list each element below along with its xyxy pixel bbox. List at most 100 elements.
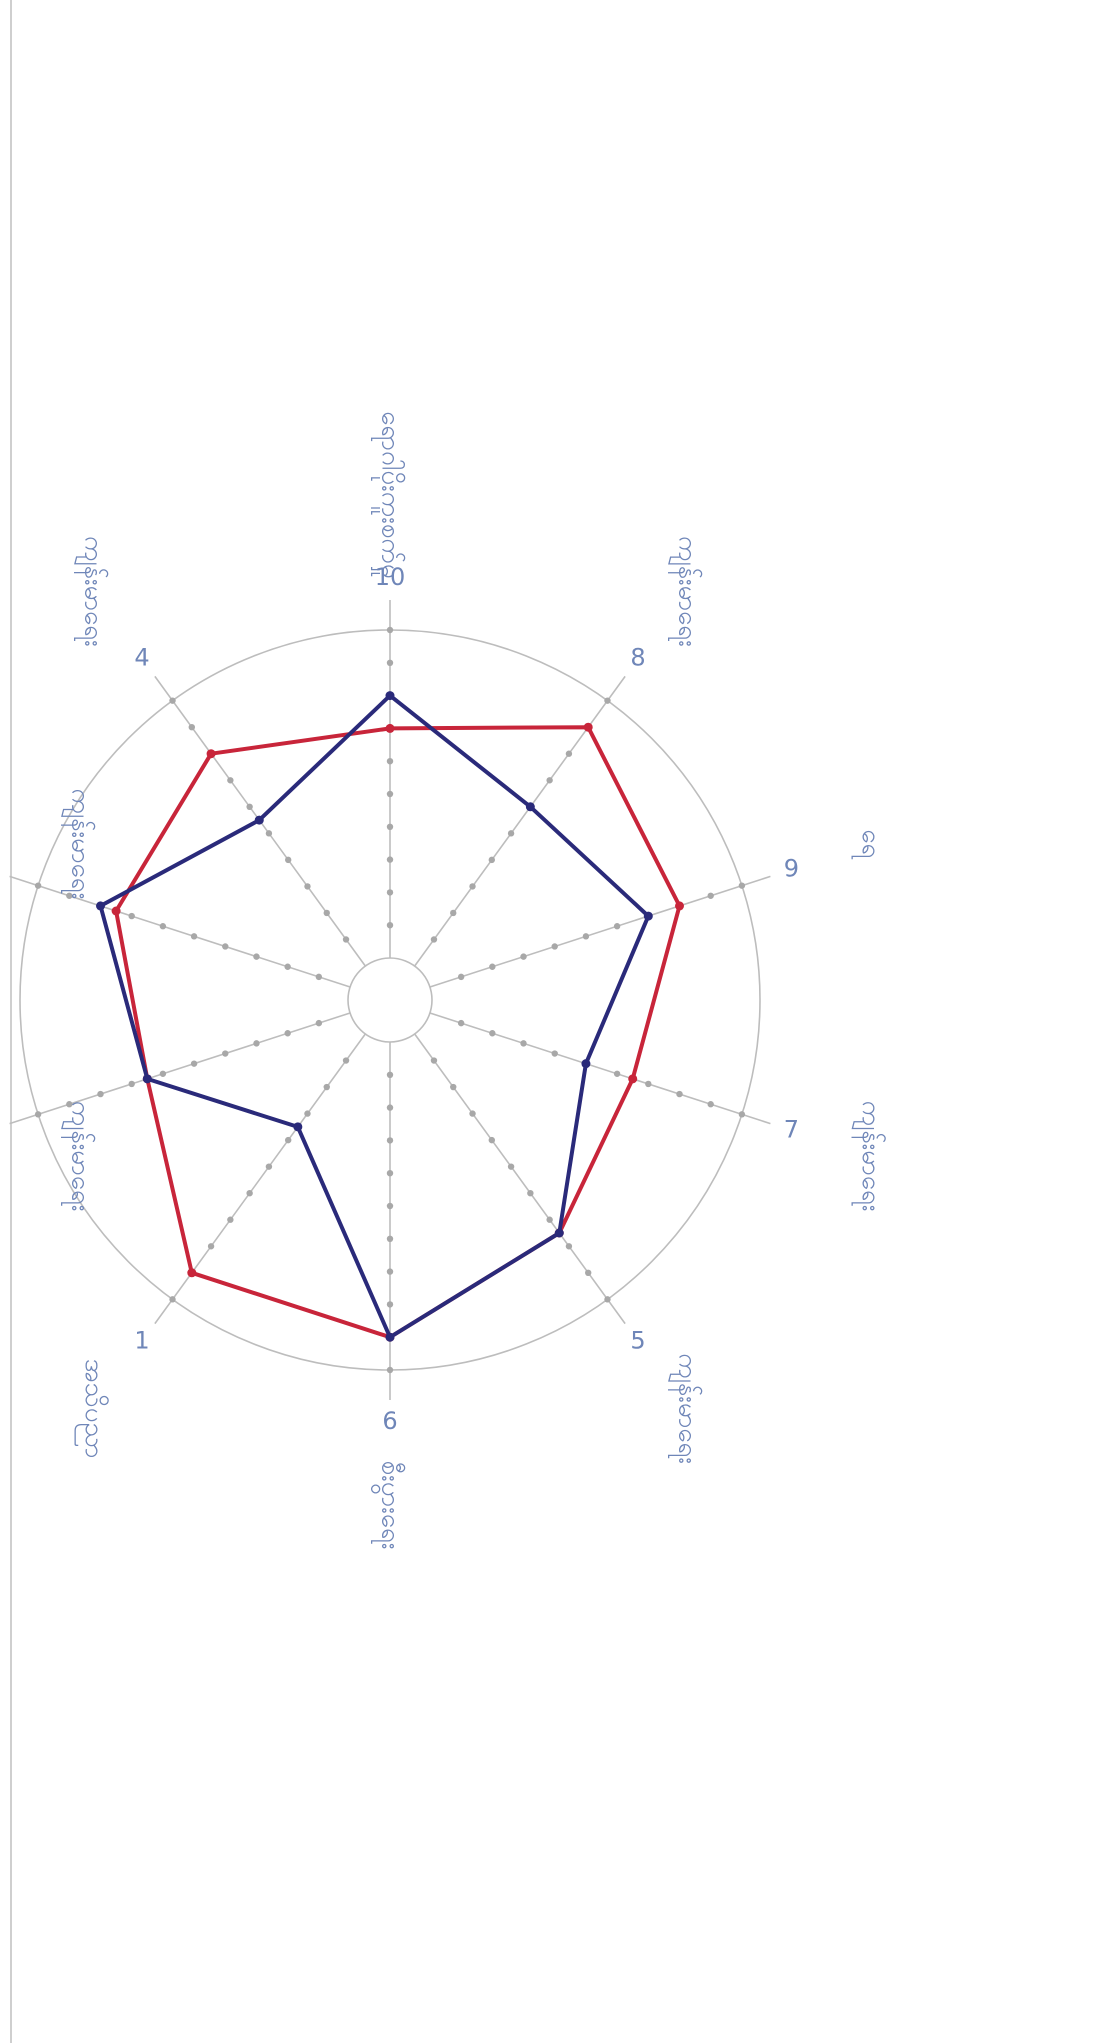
- radar-tick-dot: [565, 750, 573, 757]
- radar-tick-dot: [546, 777, 553, 784]
- radar-tick-dot: [253, 953, 260, 960]
- radar-tick-dot: [645, 1080, 652, 1088]
- radar-tick-dot: [207, 1243, 215, 1250]
- radar-tick-dot: [738, 882, 746, 889]
- radar-axis-line: [9, 1012, 351, 1125]
- radar-series-2-point: [95, 901, 105, 911]
- radar-tick-dot: [386, 922, 394, 929]
- radar-axis-labels: 10ရောဂါပိုးကူးစက်မှု 8 ကျန်းမာရေး 9 ရေ 7 ကျန်း…: [60, 411, 887, 1549]
- radar-tick-dot: [507, 1163, 515, 1170]
- radar-tick-dot: [323, 909, 330, 917]
- radar-tick-dot: [246, 1189, 253, 1197]
- radar-axis-label: အသိပညာ: [74, 1359, 110, 1459]
- radar-tick-dot: [604, 1296, 611, 1303]
- radar-series-1-point: [675, 901, 685, 911]
- radar-tick-dot: [159, 1070, 167, 1077]
- radar-tick-dot: [246, 803, 253, 811]
- radar-series-2-point: [554, 1228, 564, 1238]
- radar-series-1-point: [385, 723, 395, 733]
- radar-tick-dot: [457, 1019, 465, 1027]
- radar-tick-dot: [386, 1235, 394, 1243]
- radar-axis-label: ကျန်းမာရေး: [60, 788, 96, 899]
- radar-axis-number: 6: [382, 1407, 397, 1435]
- radar-series: [95, 691, 685, 1342]
- radar-tick-dot: [604, 697, 611, 704]
- radar-tick-dot: [386, 856, 394, 863]
- radar-tick-dot: [386, 1268, 394, 1275]
- radar-axis-number: 7: [784, 1115, 799, 1143]
- radar-tick-dot: [190, 1060, 198, 1067]
- radar-axis-line: [429, 875, 771, 988]
- radar-tick-dot: [457, 973, 465, 981]
- radar-tick-dot: [430, 936, 438, 943]
- radar-tick-dot: [613, 923, 621, 930]
- radar-series-1-point: [206, 749, 216, 759]
- radar-tick-dot: [488, 1136, 496, 1144]
- radar-tick-dot: [284, 1136, 292, 1144]
- radar-tick-dot: [342, 936, 350, 943]
- radar-axis-line: [9, 875, 351, 988]
- radar-tick-dot: [386, 889, 394, 896]
- radar-axis-number: 8: [630, 644, 645, 672]
- radar-tick-dot: [284, 1030, 291, 1037]
- radar-series-2-point: [581, 1059, 591, 1069]
- radar-tick-dot: [386, 1104, 394, 1111]
- radar-tick-dot: [520, 953, 527, 960]
- radar-tick-dot: [738, 1111, 746, 1118]
- radar-tick-dot: [527, 1189, 534, 1197]
- radar-tick-dot: [128, 1080, 135, 1088]
- radar-tick-dot: [707, 892, 714, 899]
- radar-tick-dot: [304, 883, 311, 890]
- radar-axis-number: 1: [134, 1326, 149, 1354]
- radar-series-2-point: [293, 1122, 303, 1132]
- page-margin-line: [10, 0, 12, 2043]
- radar-series-1-point: [111, 906, 121, 916]
- radar-tick-dot: [585, 1269, 592, 1277]
- radar-tick-dot: [97, 1090, 104, 1098]
- radar-axis-label: ကျန်းမာရေး: [61, 1101, 97, 1212]
- radar-tick-dot: [159, 923, 167, 930]
- radar-tick-dot: [386, 1170, 394, 1177]
- radar-tick-dot: [469, 1110, 476, 1117]
- radar-series-2-point: [525, 802, 535, 812]
- radar-series-2-point: [643, 911, 653, 921]
- radar-tick-dot: [386, 626, 394, 634]
- radar-tick-dot: [222, 943, 229, 950]
- radar-axis-label: ကျန်းမာရေး: [851, 1101, 887, 1212]
- radar-tick-dot: [489, 963, 496, 970]
- radar-tick-dot: [227, 1216, 234, 1223]
- radar-tick-dot: [450, 1083, 457, 1091]
- radar-inner-ring: [347, 957, 433, 1043]
- radar-tick-dot: [323, 1083, 330, 1091]
- radar-tick-dot: [551, 1050, 558, 1057]
- radar-tick-dot: [265, 830, 273, 837]
- radar-tick-dot: [430, 1057, 438, 1064]
- radar-axis-number: 10: [375, 563, 406, 591]
- radar-tick-dot: [386, 659, 394, 666]
- radar-tick-dot: [315, 973, 323, 981]
- radar-grid: [9, 600, 771, 1400]
- radar-axis-line: [154, 1033, 366, 1325]
- radar-series-2-point: [385, 691, 395, 701]
- radar-tick-dot: [386, 790, 394, 798]
- radar-tick-dot: [284, 856, 292, 864]
- radar-tick-dot: [66, 1101, 73, 1108]
- radar-tick-dot: [169, 1296, 176, 1303]
- radar-tick-dot: [386, 1301, 394, 1308]
- radar-axis-line: [414, 1033, 626, 1325]
- radar-tick-dot: [707, 1101, 714, 1108]
- radar-tick-dot: [450, 909, 457, 917]
- radar-tick-dot: [386, 1137, 394, 1144]
- radar-tick-dot: [34, 1111, 42, 1118]
- radar-tick-dot: [265, 1163, 273, 1170]
- radar-axis-label: ရေ: [851, 829, 886, 860]
- radar-tick-dot: [253, 1040, 260, 1047]
- radar-tick-dot: [546, 1216, 553, 1223]
- radar-tick-dot: [128, 912, 135, 920]
- radar-tick-dot: [190, 933, 198, 940]
- radar-axis-label: ရောဂါပိုးကူးစက်မှု: [371, 411, 407, 579]
- radar-axis-label: ကျန်းမာရေး: [667, 536, 703, 647]
- radar-series-1-point: [187, 1268, 197, 1278]
- radar-series-1-line: [114, 725, 682, 1340]
